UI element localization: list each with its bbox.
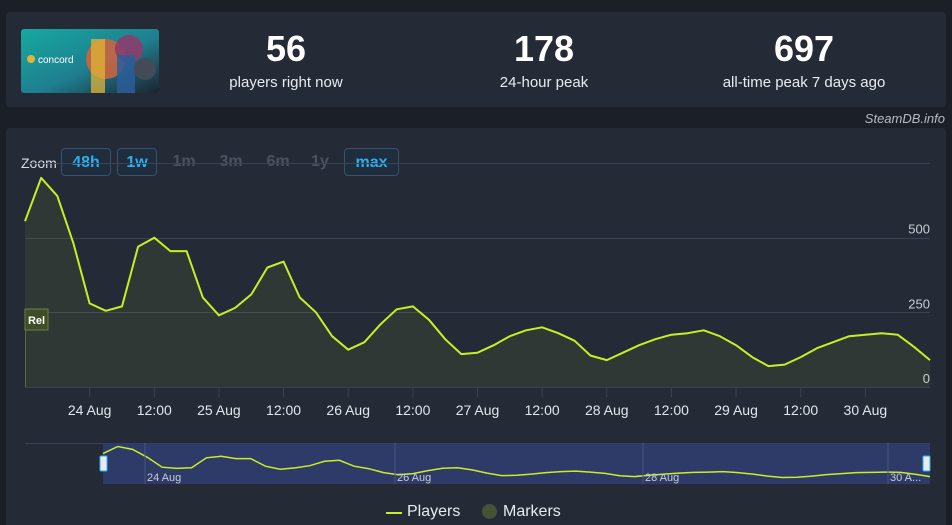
zoom-1m-button[interactable]: 1m — [172, 153, 196, 170]
24h-peak-label: 24-hour peak — [499, 74, 589, 91]
zoom-3m-button[interactable]: 3m — [219, 153, 243, 170]
stats-panel: concord 56 players right now 178 24-hour… — [6, 12, 946, 107]
zoom-48h-button[interactable]: 48h — [61, 148, 111, 176]
concord-logo-text: concord — [38, 55, 74, 66]
legend-markers-swatch — [482, 504, 497, 519]
all-time-peak-label: all-time peak 7 days ago — [722, 74, 886, 91]
concord-capsule-art: concord — [21, 29, 159, 93]
zoom-label: Zoom — [21, 155, 57, 171]
game-capsule-image[interactable]: concord — [21, 29, 159, 93]
zoom-1y-button[interactable]: 1y — [311, 153, 329, 170]
all-time-peak-value: 697 — [773, 28, 835, 69]
legend-players-swatch — [386, 512, 402, 514]
zoom-6m-button[interactable]: 6m — [266, 153, 290, 170]
legend-players[interactable]: Players — [407, 503, 461, 520]
current-players-value: 56 — [265, 28, 307, 69]
stat-all-time-peak: 697 all-time peak 7 days ago — [694, 28, 914, 92]
zoom-1w-button[interactable]: 1w — [117, 148, 157, 176]
steamdb-attribution[interactable]: SteamDB.info — [864, 111, 945, 126]
stat-current-players: 56 players right now — [176, 28, 396, 92]
zoom-max-button[interactable]: max — [344, 148, 399, 176]
current-players-label: players right now — [229, 74, 343, 91]
stat-24h-peak: 178 24-hour peak — [434, 28, 654, 92]
legend-markers[interactable]: Markers — [503, 503, 561, 520]
24h-peak-value: 178 — [513, 28, 575, 69]
chart-panel — [6, 128, 946, 525]
